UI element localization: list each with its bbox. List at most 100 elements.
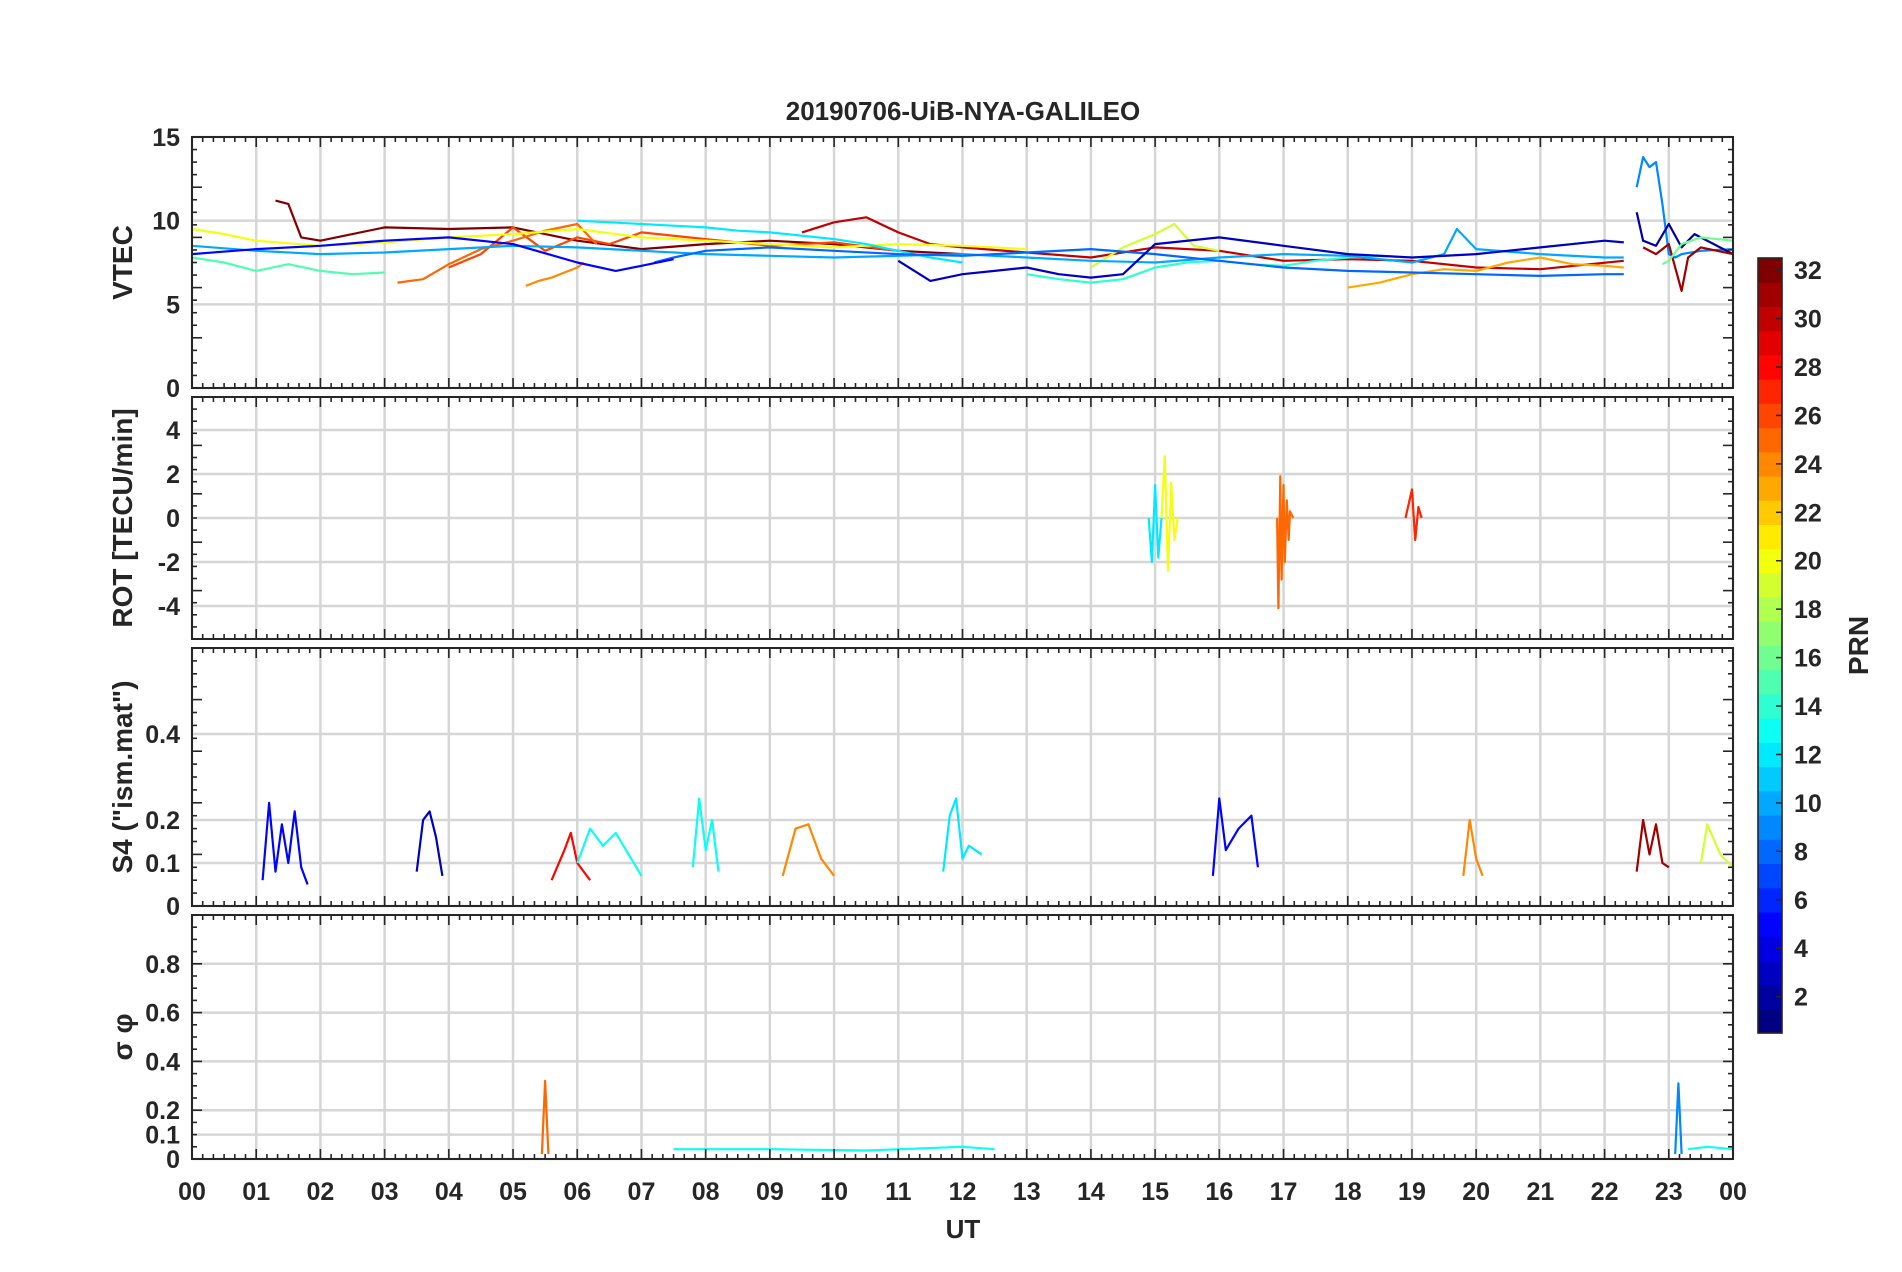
series-group: [261, 797, 1733, 885]
ticks: [191, 136, 1734, 389]
colorbar-swatch: [1758, 815, 1782, 840]
series-line-prn-24: [1462, 818, 1484, 877]
y-tick-label: 15: [152, 124, 180, 152]
series-line-prn-20: [1160, 455, 1179, 572]
colorbar-tick-label: 14: [1794, 693, 1822, 721]
x-tick-label: 07: [628, 1178, 656, 1206]
series-line-prn-24: [781, 823, 835, 877]
y-tick-label: 0.6: [145, 1000, 180, 1028]
x-tick-label: 11: [885, 1178, 912, 1206]
series-line-prn-27: [1404, 488, 1423, 542]
series-line-prn-16: [1661, 236, 1733, 266]
x-tick-label: 23: [1655, 1178, 1683, 1206]
x-tick-label: 01: [242, 1178, 270, 1206]
x-tick-label: 16: [1205, 1178, 1233, 1206]
y-tick-label: 0.4: [145, 721, 180, 749]
y-tick-label: 2: [166, 461, 180, 489]
colorbar-tick-label: 30: [1794, 306, 1822, 334]
y-tick-label: 5: [166, 291, 180, 319]
x-tick-label: 13: [1013, 1178, 1041, 1206]
colorbar-tick-label: 16: [1794, 645, 1822, 673]
series-line-prn-25: [540, 1079, 550, 1155]
x-tick-label: 05: [499, 1178, 527, 1206]
series-line-prn-25: [397, 222, 598, 284]
series-line-prn-3: [415, 810, 444, 877]
colorbar-tick-label: 8: [1794, 838, 1808, 866]
colorbar-tick-label: 20: [1794, 548, 1822, 576]
x-tick-labels: 00 01 02 03 04 05 06 07 08 09 10 11 12 13 14 15 16 17 18 19…: [178, 1178, 1747, 1206]
y-tick-label: -4: [158, 593, 180, 621]
series-line-prn-13: [576, 827, 643, 877]
colorbar-swatch: [1758, 475, 1782, 501]
y-tick-label: 0.4: [145, 1048, 180, 1076]
x-tick-label: 20: [1462, 1178, 1490, 1206]
y-tick-label: 0.1: [145, 1122, 180, 1150]
colorbar-tick-label: 12: [1794, 741, 1822, 769]
series-line-prn-20: [192, 227, 1027, 251]
colorbar-swatch: [1758, 330, 1782, 356]
series-line-prn-31: [1635, 818, 1670, 872]
y-tick-label: -2: [158, 549, 180, 577]
grid: [190, 397, 1735, 639]
y-tick-label: 0.2: [145, 1097, 180, 1125]
panel-3: 00.10.2 0.4 0.6 0.8 σ φ: [107, 914, 1735, 1174]
series-line-prn-25: [1276, 475, 1295, 610]
colorbar-frame: [1757, 257, 1783, 1034]
colorbar-swatch: [1758, 1008, 1782, 1034]
x-tick-label: 10: [820, 1178, 848, 1206]
colorbar-tick-label: 18: [1794, 596, 1822, 624]
x-tick-label: 04: [435, 1178, 463, 1206]
series-line-prn-28: [550, 831, 591, 881]
y-tick-label: 0.1: [145, 850, 180, 878]
y-tick-label: 0: [166, 375, 180, 403]
series-line-prn-10: [192, 227, 1624, 264]
x-tick-label: 19: [1398, 1178, 1426, 1206]
series-line-prn-5: [192, 236, 674, 272]
series-line-prn-13: [1687, 1145, 1733, 1151]
y-tick-label: 4: [166, 417, 180, 445]
series-line-prn-23: [1347, 256, 1624, 289]
series-line-prn-15: [192, 256, 385, 276]
y-axis-label: VTEC: [107, 225, 138, 300]
series-group: [1147, 455, 1423, 610]
series-line-prn-5: [1211, 797, 1259, 876]
y-tick-label: 0.8: [145, 951, 180, 979]
panel-0: 0 5 10 15 VTEC: [107, 124, 1735, 403]
x-tick-label: 09: [756, 1178, 784, 1206]
series-line-prn-9: [1674, 1082, 1683, 1155]
y-axis-label: σ φ: [107, 1014, 138, 1061]
x-tick-label: 00: [1719, 1178, 1747, 1206]
colorbar-tick-label: 26: [1794, 402, 1822, 430]
series-line-prn-13: [691, 797, 720, 872]
series-group: [192, 156, 1733, 292]
colorbar-swatch: [1758, 524, 1782, 550]
x-axis-label: UT: [946, 1214, 981, 1244]
colorbar-swatch: [1758, 766, 1782, 792]
x-tick-label: 08: [692, 1178, 720, 1206]
colorbar-swatch: [1758, 911, 1782, 937]
colorbar-swatch: [1758, 427, 1782, 453]
x-tick-label: 22: [1591, 1178, 1619, 1206]
colorbar-swatch: [1758, 718, 1782, 743]
y-axis-label: ROT [TECU/min]: [107, 408, 138, 627]
ticks: [191, 396, 1734, 640]
y-tick-label: 0: [166, 1146, 180, 1174]
series-line-prn-12: [577, 219, 963, 264]
x-tick-label: 02: [307, 1178, 335, 1206]
panel-1: -4 -2 0 2 4 ROT [TECU/min]: [107, 396, 1735, 640]
colorbar-swatch: [1758, 960, 1782, 986]
colorbar-tick-label: 32: [1794, 257, 1822, 285]
series-group: [540, 1079, 1733, 1155]
ticks: [191, 914, 1734, 1160]
y-tick-label: 0: [166, 505, 180, 533]
ticks: [191, 647, 1734, 907]
series-line-prn-12: [1147, 483, 1163, 564]
x-tick-label: 21: [1526, 1178, 1554, 1206]
x-tick-label: 15: [1141, 1178, 1169, 1206]
colorbar-tick-label: 10: [1794, 790, 1822, 818]
y-tick-label: 10: [152, 208, 180, 236]
colorbar-label: PRN: [1843, 616, 1874, 675]
y-tick-label: 0.2: [145, 807, 180, 835]
